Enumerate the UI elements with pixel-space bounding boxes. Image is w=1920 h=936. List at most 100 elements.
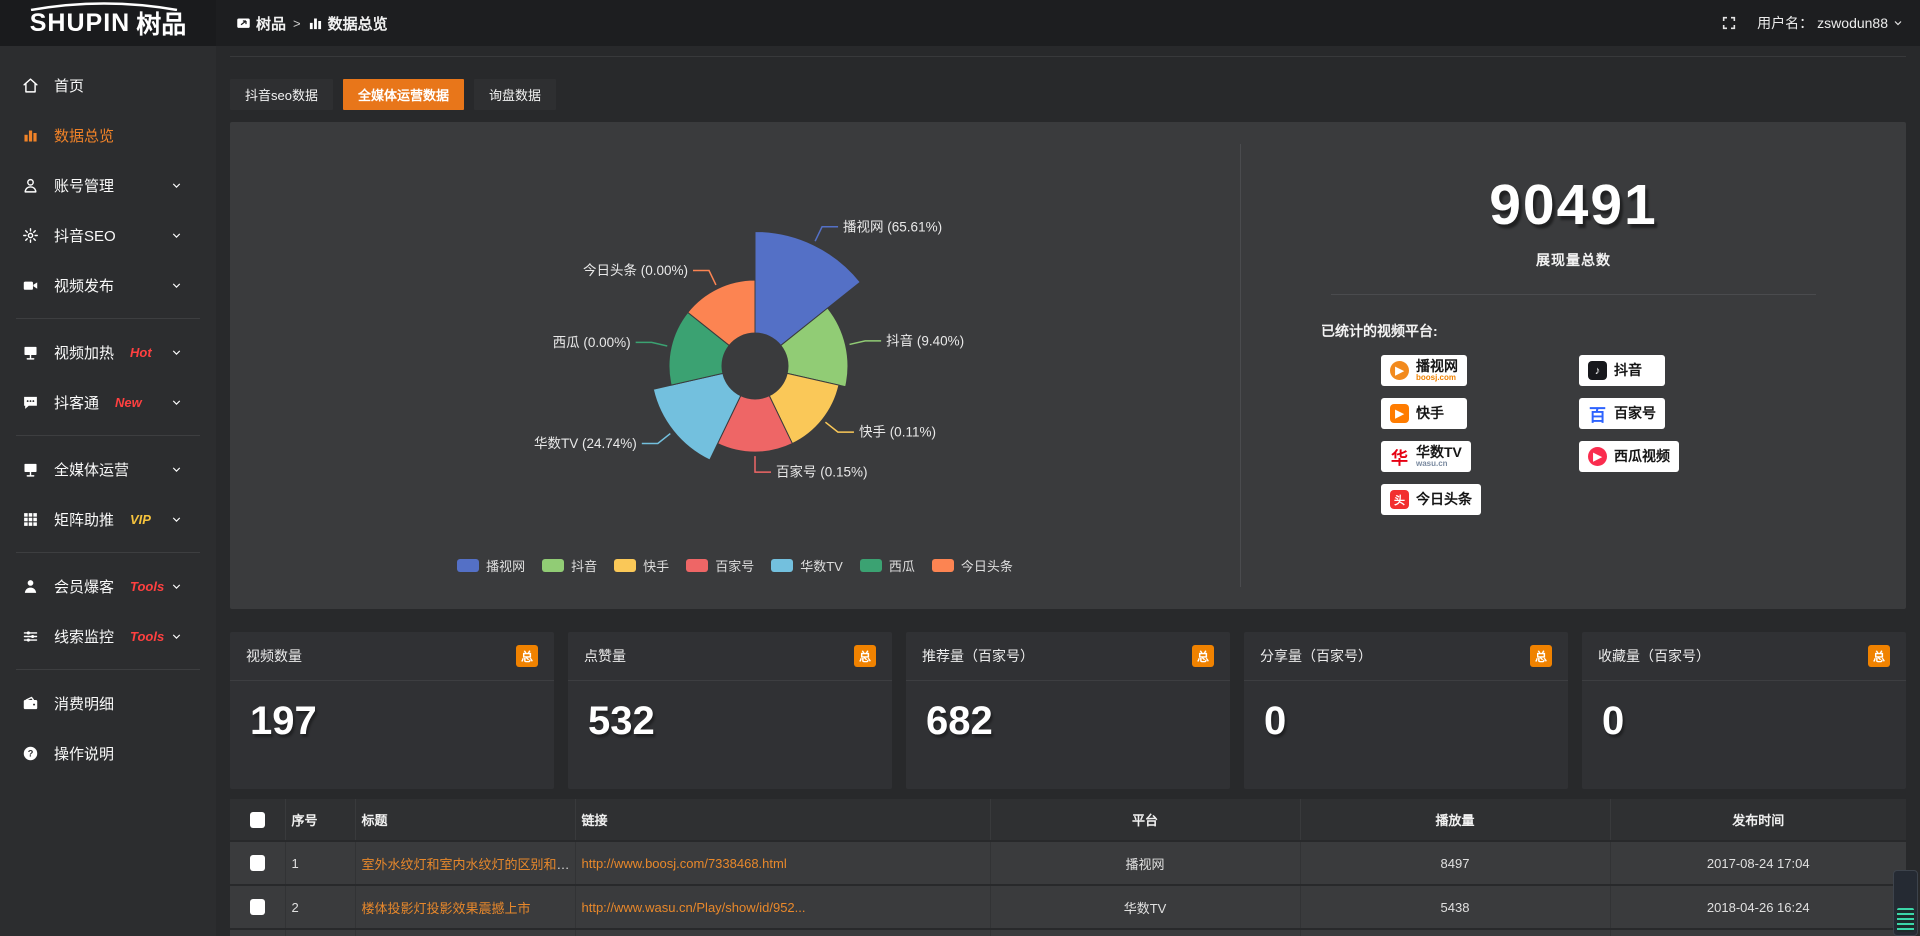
chevron-down-icon (168, 179, 185, 192)
row-url-link[interactable]: http://www.boosj.com/7338468.html (581, 855, 787, 871)
row-time: 2018-04-26 16:24 (1706, 899, 1810, 915)
total-badge: 总 (854, 645, 876, 667)
content-top-divider (230, 46, 1906, 57)
sidebar-badge-Hot: Hot (130, 344, 152, 360)
row-index: 1 (291, 855, 299, 871)
breadcrumb-item-home[interactable]: 树品 (236, 13, 286, 34)
total-impressions-label: 展现量总数 (1536, 252, 1611, 268)
row-title-link[interactable]: 室外水纹灯和室内水纹灯的区别和简介 (361, 856, 575, 872)
member-icon (22, 578, 39, 595)
sidebar-item-视频加热[interactable]: 视频加热 Hot (0, 327, 216, 377)
legend-item-华数TV[interactable]: 华数TV (771, 556, 843, 575)
legend-label: 百家号 (715, 559, 755, 574)
platform-name: 播视网 (1416, 357, 1458, 374)
快手-logo-icon: ▶ (1390, 404, 1409, 423)
legend-swatch (686, 559, 709, 572)
user-icon (22, 177, 39, 194)
table-row (230, 929, 1906, 936)
tab-全媒体运营数据[interactable]: 全媒体运营数据 (342, 79, 464, 110)
sidebar-item-数据总览[interactable]: 数据总览 (0, 110, 216, 160)
sidebar-item-视频发布[interactable]: 视频发布 (0, 260, 216, 310)
header-right: 用户名： zswodun88 (1721, 13, 1904, 33)
pie-label-line (693, 269, 717, 286)
sidebar-item-首页[interactable]: 首页 (0, 60, 216, 110)
sidebar-item-矩阵助推[interactable]: 矩阵助推 VIP (0, 494, 216, 544)
tab-抖音seo数据[interactable]: 抖音seo数据 (230, 79, 333, 110)
legend-item-西瓜[interactable]: 西瓜 (859, 556, 915, 575)
sidebar-item-消费明细[interactable]: 消费明细 (0, 678, 216, 728)
user-menu[interactable]: 用户名： zswodun88 (1757, 13, 1904, 33)
legend-item-抖音[interactable]: 抖音 (542, 556, 597, 575)
chevron-down-icon (168, 229, 185, 242)
sidebar-item-线索监控[interactable]: 线索监控 Tools (0, 611, 216, 661)
cast-icon (236, 16, 251, 31)
sidebar-item-会员爆客[interactable]: 会员爆客 Tools (0, 561, 216, 611)
sliders-icon (22, 628, 39, 645)
sidebar-item-抖客通[interactable]: 抖客通 New (0, 377, 216, 427)
sidebar-badge-Tools: Tools (130, 578, 165, 594)
华数TV-logo-icon: 华 (1391, 449, 1408, 468)
platform-badge-华数TV: 华华数TV wasu.cn (1381, 441, 1471, 472)
legend-item-百家号[interactable]: 百家号 (686, 556, 754, 575)
chevron-down-icon (168, 396, 185, 409)
main-content: 抖音seo数据 全媒体运营数据 询盘数据 播视网 (65.61%) 抖音 (9.40%… (216, 46, 1920, 936)
stat-card-label: 点赞量 (584, 648, 626, 664)
sidebar-item-全媒体运营[interactable]: 全媒体运营 (0, 444, 216, 494)
table-row: 2 楼体投影灯投影效果震撼上市 http://www.wasu.cn/Play/sh… (230, 885, 1906, 929)
legend-item-播视网[interactable]: 播视网 (457, 556, 525, 575)
col-header-平台: 平台 (990, 799, 1301, 841)
legend-label: 快手 (643, 559, 670, 574)
breadcrumb-item-current[interactable]: 数据总览 (308, 13, 388, 34)
stat-card-收藏量（百家号）: 收藏量（百家号） 总 0 (1582, 632, 1906, 789)
pie-label-抖音: 抖音 (9.40%) (886, 332, 964, 348)
pie-slice-华数TV[interactable] (652, 372, 742, 461)
sidebar-item-抖音SEO[interactable]: 抖音SEO (0, 210, 216, 260)
legend-swatch (614, 559, 637, 572)
row-plays: 8497 (1440, 855, 1470, 871)
stat-card-head: 推荐量（百家号） 总 (906, 632, 1230, 681)
legend-item-快手[interactable]: 快手 (614, 556, 669, 575)
chevron-down-icon (168, 279, 185, 292)
pie-slice-今日头条[interactable] (687, 279, 756, 347)
username-value: zswodun88 (1817, 15, 1888, 31)
col-header-序号: 序号 (285, 799, 356, 841)
monitor-icon (22, 344, 39, 361)
pie-slice-抖音[interactable] (780, 307, 849, 388)
sidebar-item-label: 消费明细 (54, 695, 115, 713)
row-checkbox[interactable] (249, 899, 265, 916)
sidebar-item-label: 线索监控 (54, 628, 115, 646)
total-badge: 总 (516, 645, 538, 667)
pie-label-快手: 快手 (0.11%) (859, 425, 936, 440)
platform-name: 快手 (1416, 405, 1444, 422)
sidebar-divider (16, 669, 200, 670)
fullscreen-icon[interactable] (1721, 15, 1737, 31)
platform-name: 华数TV (1416, 443, 1462, 460)
stat-card-value: 0 (1264, 699, 1287, 743)
app-logo[interactable]: SHUPIN 树品 (0, 0, 216, 46)
sidebar-item-label: 视频加热 (54, 344, 115, 362)
sidebar-divider (16, 435, 200, 436)
help-icon: ? (22, 745, 39, 762)
tab-询盘数据[interactable]: 询盘数据 (473, 79, 556, 110)
row-url-link[interactable]: http://www.wasu.cn/Play/show/id/952... (581, 899, 806, 915)
col-header-链接: 链接 (575, 799, 991, 841)
select-all-checkbox[interactable] (249, 811, 265, 828)
sidebar-item-操作说明[interactable]: ? 操作说明 (0, 728, 216, 778)
floating-side-widget[interactable] (1893, 870, 1918, 936)
chevron-down-icon (168, 580, 185, 593)
legend-item-今日头条[interactable]: 今日头条 (931, 556, 1013, 575)
legend-swatch (859, 559, 882, 572)
pie-label-line (754, 456, 771, 473)
stat-card-label: 视频数量 (246, 648, 302, 664)
pie-label-百家号: 百家号 (0.15%) (776, 464, 868, 480)
chevron-down-icon (1892, 17, 1904, 29)
pie-slice-播视网[interactable] (754, 230, 861, 347)
platform-name: 今日头条 (1416, 491, 1472, 508)
pie-label-line (849, 340, 882, 346)
row-title-link[interactable]: 楼体投影灯投影效果震撼上市 (361, 900, 531, 916)
row-checkbox[interactable] (249, 855, 265, 872)
rose-chart-area: 播视网 (65.61%) 抖音 (9.40%) 快手 (0.11%) 百家号 (0.1… (230, 122, 1240, 609)
videos-table-wrap: 序号 标题 链接 平台 播放量 发布时间 1 室外水纹灯和室内水纹灯的区别和简介 http:/… (230, 799, 1906, 936)
sidebar-item-账号管理[interactable]: 账号管理 (0, 160, 216, 210)
videos-table: 序号 标题 链接 平台 播放量 发布时间 1 室外水纹灯和室内水纹灯的区别和简介 http:/… (230, 799, 1906, 936)
